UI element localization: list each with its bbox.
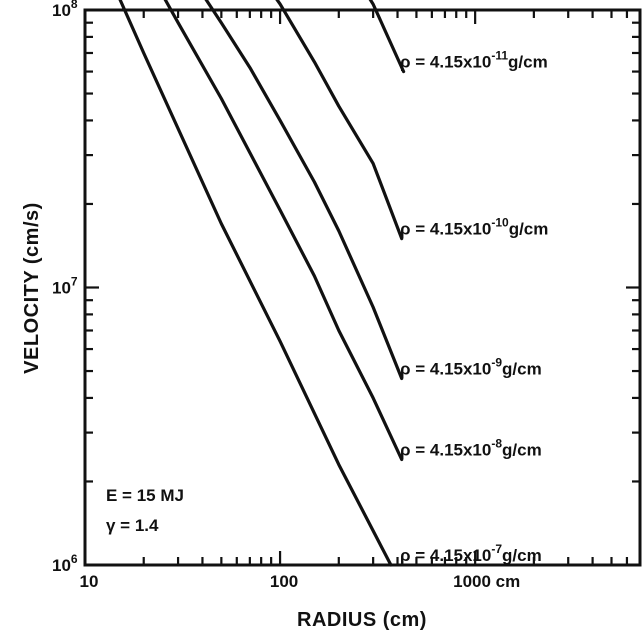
x-tick-label: 10	[80, 572, 99, 591]
series-label-3: ρ = 4.15x10-9g/cm	[400, 355, 542, 378]
plot-frame	[83, 8, 642, 567]
series-label-4: ρ = 4.15x10-8g/cm	[400, 436, 542, 459]
series-line-2	[275, 0, 404, 241]
series-line-4	[163, 0, 404, 462]
series-label-1: ρ = 4.15x10-11g/cm	[400, 49, 548, 72]
y-axis-title: VELOCITY (cm/s)	[21, 202, 43, 374]
y-tick-label: 107	[52, 275, 78, 298]
curves	[118, 0, 406, 567]
x-axis-title: RADIUS (cm)	[297, 609, 427, 631]
tick-labels: 10 100 1000 cm 106 107 108	[52, 0, 520, 591]
x-tick-label: 100	[270, 572, 298, 591]
series-line-3	[204, 0, 404, 381]
series-label-2: ρ = 4.15x10-10g/cm	[400, 216, 548, 239]
y-tick-label: 108	[52, 0, 78, 20]
x-tick-label: 1000 cm	[453, 572, 520, 591]
curve-labels: ρ = 4.15x10-12g/cmρ = 4.15x10-11g/cmρ = …	[400, 49, 548, 565]
y-tick-label: 106	[52, 552, 78, 575]
series-line-5	[118, 0, 393, 567]
gamma-annotation: γ = 1.4	[106, 516, 159, 535]
axis-ticks	[83, 8, 642, 567]
energy-annotation: E = 15 MJ	[106, 486, 184, 505]
series-label-5: ρ = 4.15x10-7g/cm	[400, 542, 542, 565]
